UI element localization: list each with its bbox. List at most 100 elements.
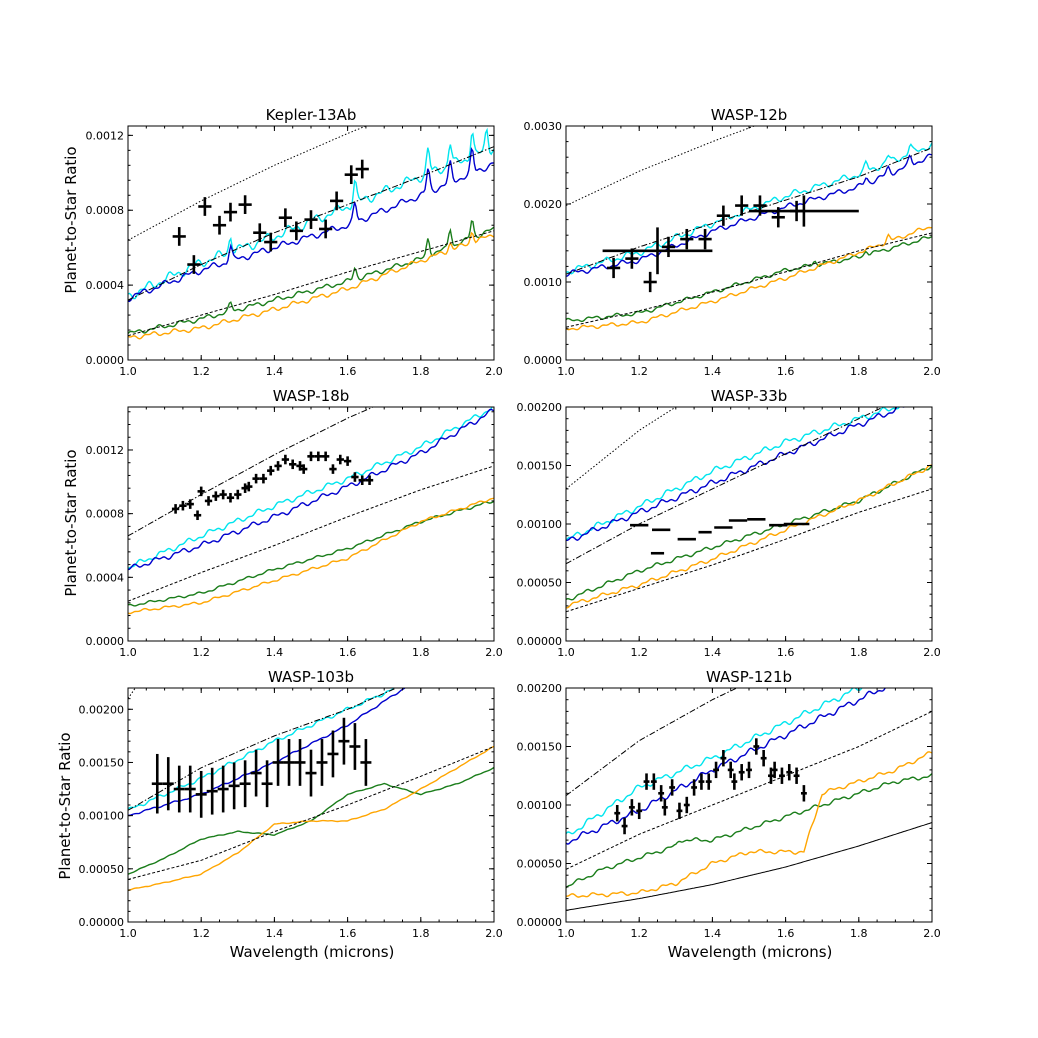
data-point [728, 519, 748, 522]
model-green-model [566, 465, 932, 601]
data-point [162, 757, 174, 811]
data-point [661, 236, 676, 258]
plot-area [566, 126, 932, 331]
x-tick-label: 1.6 [777, 646, 795, 659]
panel-title: Kepler-13Ab [266, 106, 357, 124]
x-tick-label: 1.0 [557, 927, 575, 940]
y-tick-label: 0.00200 [517, 401, 563, 414]
x-tick-label: 1.6 [777, 927, 795, 940]
data-point [691, 779, 698, 796]
data-point [272, 739, 284, 786]
plot-area [566, 688, 932, 911]
x-tick-label: 1.6 [339, 927, 357, 940]
data-point [307, 451, 315, 462]
y-axis-label-top: Planet-to-Star Ratio [62, 146, 80, 293]
model-blue-model [128, 408, 494, 571]
x-tick-label: 1.0 [119, 365, 137, 378]
data-point [355, 159, 369, 179]
panel-title: WASP-33b [711, 387, 788, 405]
data-point [253, 223, 267, 243]
x-tick-label: 1.0 [557, 365, 575, 378]
y-tick-label: 0.00150 [517, 460, 563, 473]
y-tick-label: 0.00000 [517, 916, 563, 929]
data-point [305, 749, 317, 797]
data-point [753, 738, 760, 755]
data-point [783, 522, 810, 526]
data-point [720, 750, 727, 767]
data-point [602, 227, 713, 275]
y-tick-label: 0.0000 [524, 354, 563, 367]
y-tick-label: 0.00200 [79, 703, 125, 716]
panel-title: WASP-121b [706, 668, 792, 686]
panel-wasp-33b: 1.0 1.2 1.4 1.6 1.8 2.0 0.00000 0.00050 0.00100 0… [517, 387, 941, 659]
x-tick-label: 2.0 [485, 927, 503, 940]
y-tick-label: 0.0012 [86, 444, 125, 457]
y-tick-label: 0.0000 [86, 354, 125, 367]
data-point [793, 767, 800, 784]
data-point [289, 221, 303, 241]
data-point [683, 796, 690, 814]
data-point [151, 753, 163, 814]
data-point [360, 739, 372, 786]
model-blue-model [566, 407, 913, 541]
data-point [713, 761, 719, 779]
x-tick-label: 1.2 [630, 927, 648, 940]
x-tick-label: 1.8 [850, 646, 868, 659]
data-point [330, 191, 344, 211]
panel-wasp-12b: 1.0 1.2 1.4 1.6 1.8 2.0 0.0000 0.0010 0.0020 0.00… [524, 106, 941, 378]
data-point [252, 473, 260, 484]
data-point [226, 492, 235, 503]
data-point [179, 500, 187, 511]
model-green-model [566, 773, 932, 889]
data-point [716, 205, 730, 226]
data-point [344, 165, 358, 185]
data-point [267, 465, 275, 476]
y-tick-label: 0.00050 [517, 577, 563, 590]
data-point [643, 271, 657, 293]
data-point [184, 765, 196, 813]
data-point [650, 773, 657, 790]
model-orange-model [566, 751, 932, 898]
data-point [327, 730, 339, 778]
y-tick-label: 0.00150 [79, 756, 125, 769]
data-point [316, 739, 328, 786]
x-tick-label: 1.6 [339, 365, 357, 378]
data-point [234, 489, 242, 500]
data-point [238, 195, 252, 214]
data-point [643, 773, 650, 790]
data-point [281, 454, 290, 465]
data-point [195, 770, 207, 818]
data-point [336, 454, 344, 465]
data-point [698, 228, 712, 250]
y-axis-label-middle: Planet-to-Star Ratio [62, 449, 80, 596]
data-point [669, 779, 676, 796]
data-point [358, 475, 366, 485]
x-tick-label: 2.0 [923, 646, 941, 659]
x-tick-label: 1.8 [412, 365, 430, 378]
x-tick-label: 1.0 [557, 646, 575, 659]
data-point [274, 461, 282, 471]
y-tick-label: 0.00050 [79, 863, 125, 876]
y-tick-label: 0.0000 [86, 635, 125, 648]
x-tick-label: 1.8 [412, 927, 430, 940]
data-point [746, 761, 752, 779]
model-dashed-blackbody [566, 710, 932, 870]
plot-area [128, 407, 494, 615]
data-point [321, 451, 330, 462]
data-point [658, 785, 665, 802]
x-tick-label: 2.0 [923, 365, 941, 378]
data-point [212, 491, 220, 501]
model-dotted-blackbody [566, 407, 677, 490]
data-point [304, 210, 318, 229]
plot-area [566, 407, 932, 613]
data-point [228, 762, 240, 810]
data-point [314, 451, 322, 462]
model-blue-model [128, 146, 494, 303]
x-tick-label: 1.2 [192, 927, 210, 940]
x-tick-label: 1.6 [339, 646, 357, 659]
data-point [628, 799, 635, 816]
x-tick-label: 1.0 [119, 646, 137, 659]
data-point [294, 739, 306, 786]
data-point [351, 472, 359, 482]
data-point [738, 764, 745, 781]
